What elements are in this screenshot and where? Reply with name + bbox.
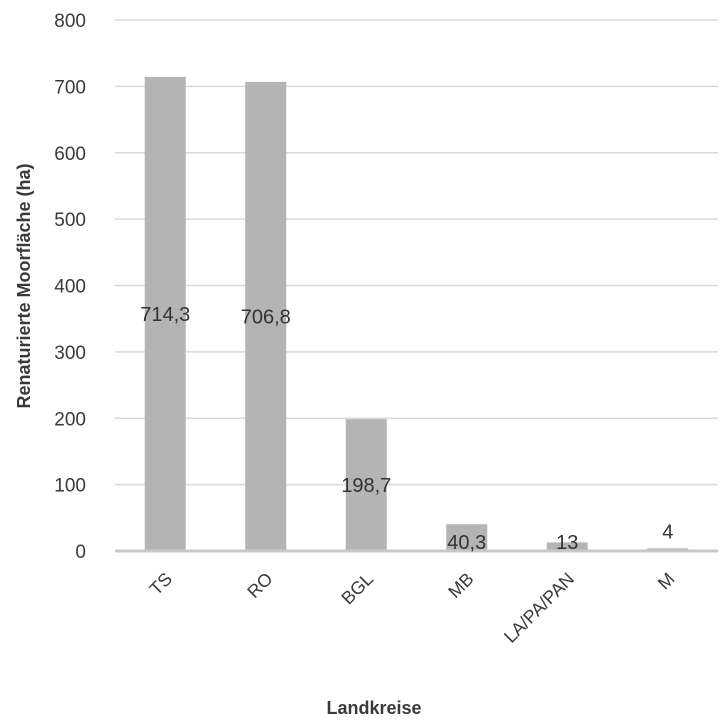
y-tick-label: 100 [54, 476, 86, 497]
y-axis-title: Renaturierte Moorfläche (ha) [14, 163, 34, 408]
y-tick-label: 400 [54, 277, 86, 298]
x-tick-label: LA/PA/PAN [500, 569, 578, 647]
bar [446, 524, 488, 551]
y-axis-ticks: 0 100 200 300 400 500 600 700 800 [54, 11, 86, 563]
data-label: 13 [556, 532, 578, 554]
gridlines [115, 19, 718, 486]
y-tick-label: 700 [54, 77, 86, 98]
y-tick-label: 500 [54, 210, 86, 231]
data-labels: 714,3 706,8 198,7 40,3 13 4 [140, 304, 673, 554]
data-label: 40,3 [447, 532, 486, 554]
x-tick-label: MB [444, 569, 477, 602]
data-label: 714,3 [140, 304, 190, 326]
x-axis-ticks: TS RO BGL MB LA/PA/PAN M [146, 569, 679, 647]
y-tick-label: 800 [54, 11, 86, 32]
data-label: 706,8 [241, 306, 291, 328]
x-tick-label: TS [146, 569, 176, 599]
y-tick-label: 600 [54, 144, 86, 165]
x-tick-label: BGL [337, 569, 377, 609]
bar [245, 81, 287, 551]
bar [546, 542, 588, 551]
x-axis-title: Landkreise [326, 698, 421, 718]
data-label: 4 [662, 521, 673, 543]
data-label: 198,7 [341, 475, 391, 497]
y-tick-label: 0 [75, 542, 86, 563]
bar [345, 419, 387, 551]
x-tick-label: RO [243, 569, 276, 602]
bar [144, 76, 186, 552]
y-tick-label: 200 [54, 409, 86, 430]
x-tick-label: M [654, 569, 679, 594]
y-tick-label: 300 [54, 343, 86, 364]
bars [144, 76, 689, 552]
